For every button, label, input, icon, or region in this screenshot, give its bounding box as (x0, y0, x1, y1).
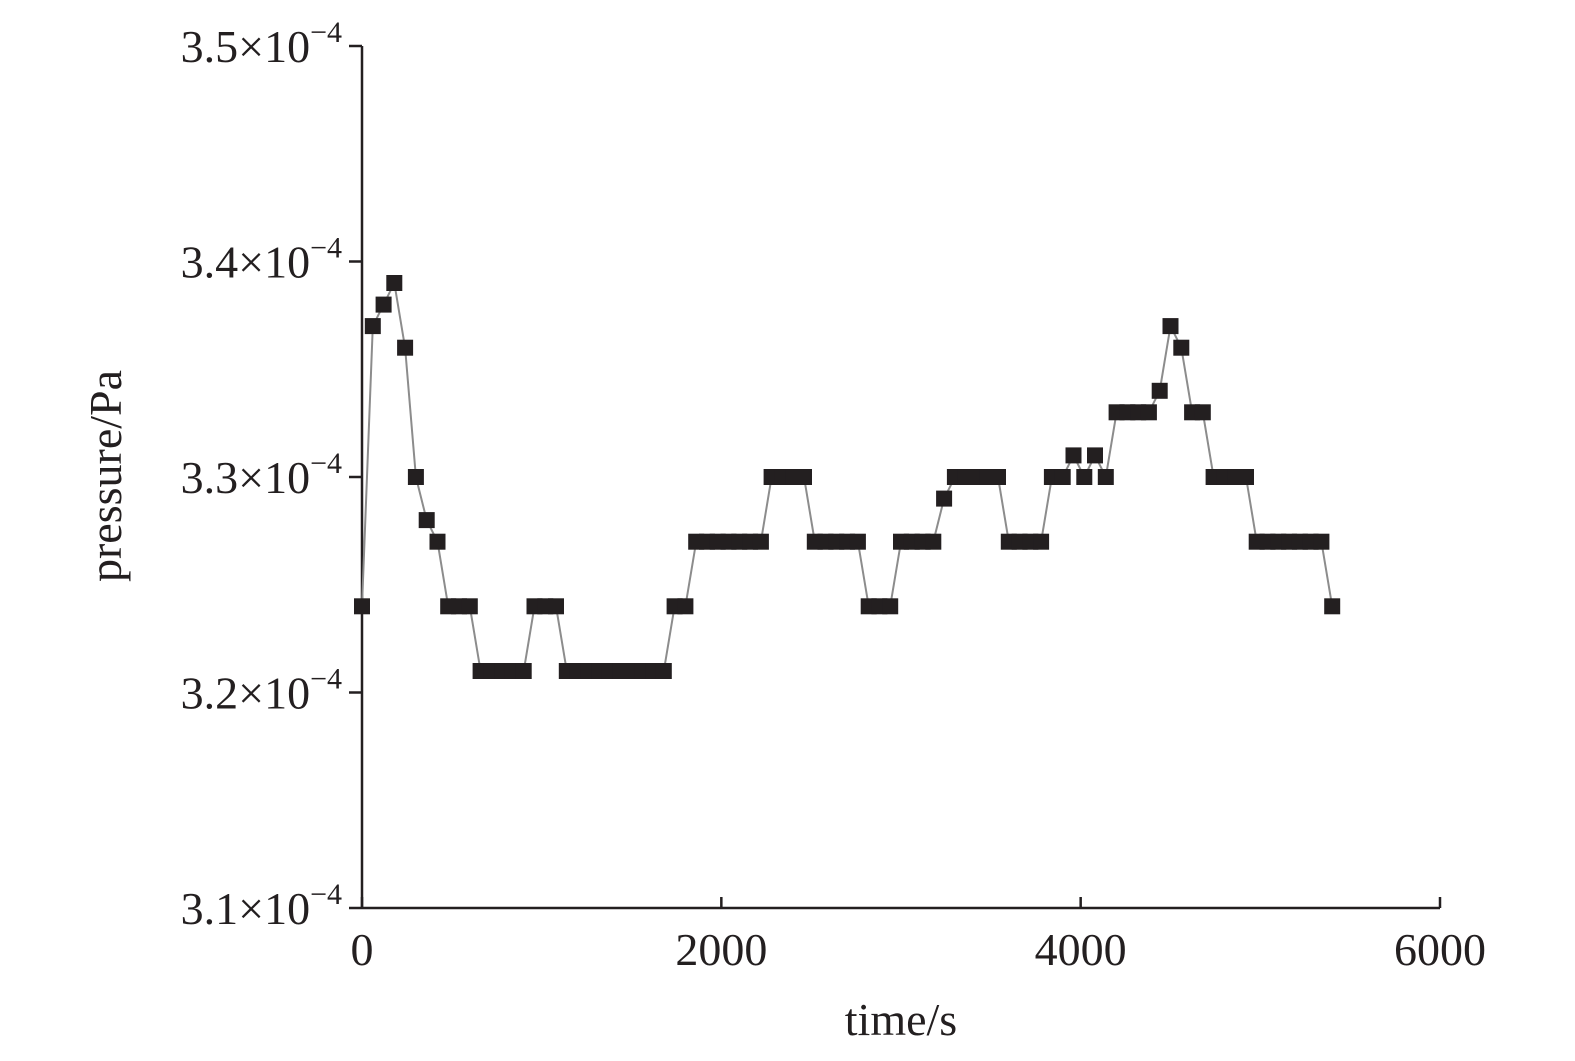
y-tick-label: 3.4×10−4 (181, 232, 342, 288)
y-tick-label: 3.2×10−4 (181, 663, 342, 719)
data-point-marker (386, 275, 403, 291)
data-point-marker (407, 469, 424, 485)
x-tick-label: 0 (351, 924, 374, 975)
data-point-marker (1076, 469, 1093, 485)
data-point-marker (1140, 404, 1157, 421)
data-point-marker (418, 512, 435, 529)
x-ticks: 0 2000 4000 6000 (351, 897, 1486, 975)
data-point-marker (354, 598, 370, 615)
data-point-marker (515, 663, 532, 679)
data-point-marker (1194, 404, 1211, 421)
data-point-marker (548, 598, 564, 615)
series-markers (354, 275, 1341, 679)
data-point-marker (677, 598, 694, 615)
data-point-marker (1173, 339, 1190, 356)
data-point-marker (1238, 469, 1254, 485)
data-point-marker (375, 296, 392, 313)
data-point-marker (429, 533, 446, 550)
data-point-marker (752, 533, 769, 550)
plot-area (354, 275, 1341, 679)
data-point-marker (882, 598, 899, 615)
x-tick-label: 6000 (1394, 924, 1486, 975)
y-tick-label: 3.5×10−4 (181, 16, 342, 72)
data-point-marker (796, 469, 812, 485)
data-point-marker (1162, 318, 1179, 335)
data-point-marker (397, 339, 414, 356)
data-point-marker (1151, 382, 1168, 399)
data-point-marker (1065, 447, 1082, 464)
data-point-marker (925, 533, 942, 550)
axes (360, 46, 1440, 910)
data-point-marker (461, 598, 478, 615)
data-point-marker (1097, 469, 1114, 485)
x-tick-label: 4000 (1035, 924, 1127, 975)
data-point-marker (990, 469, 1006, 485)
y-axis-title: pressure/Pa (80, 370, 131, 582)
y-tick-label: 3.1×10−4 (181, 878, 342, 934)
data-point-marker (1033, 533, 1050, 550)
data-point-marker (1054, 469, 1071, 485)
data-point-marker (364, 318, 381, 335)
data-point-marker (936, 490, 953, 507)
data-point-marker (655, 663, 672, 679)
y-tick-label: 3.3×10−4 (181, 447, 342, 503)
data-point-marker (849, 533, 866, 550)
data-point-marker (1324, 598, 1341, 615)
x-tick-label: 2000 (675, 924, 767, 975)
data-point-marker (1087, 447, 1103, 464)
x-axis-title: time/s (845, 994, 957, 1045)
data-point-marker (1313, 533, 1330, 550)
y-ticks: 3.1×10−4 3.2×10−4 3.3×10−4 3.4×10−4 3.5×10−4 (181, 16, 362, 934)
